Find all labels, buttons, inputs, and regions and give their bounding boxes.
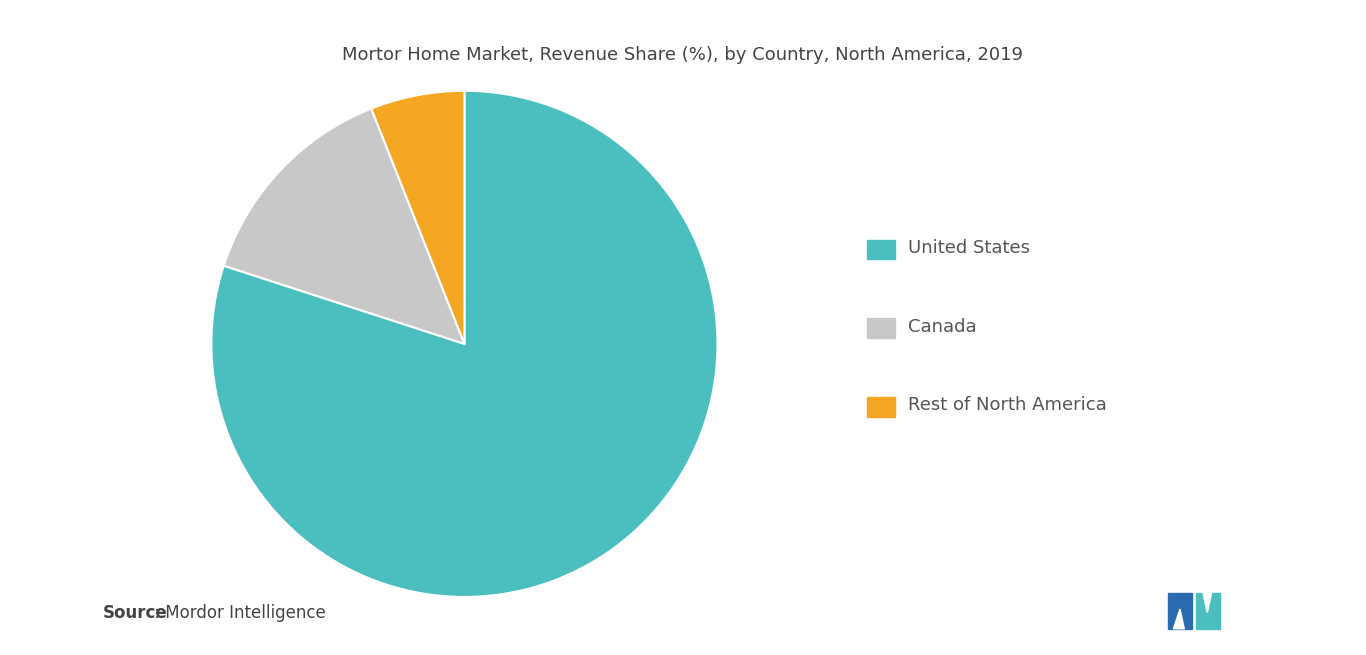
Wedge shape (224, 109, 464, 344)
Text: Canada: Canada (908, 318, 977, 336)
Text: : Mordor Intelligence: : Mordor Intelligence (149, 605, 325, 622)
Text: Mortor Home Market, Revenue Share (%), by Country, North America, 2019: Mortor Home Market, Revenue Share (%), b… (343, 46, 1023, 64)
Wedge shape (212, 91, 717, 597)
Text: United States: United States (908, 239, 1030, 257)
Text: Rest of North America: Rest of North America (908, 396, 1106, 415)
Wedge shape (372, 91, 464, 344)
Text: Source: Source (102, 605, 167, 622)
